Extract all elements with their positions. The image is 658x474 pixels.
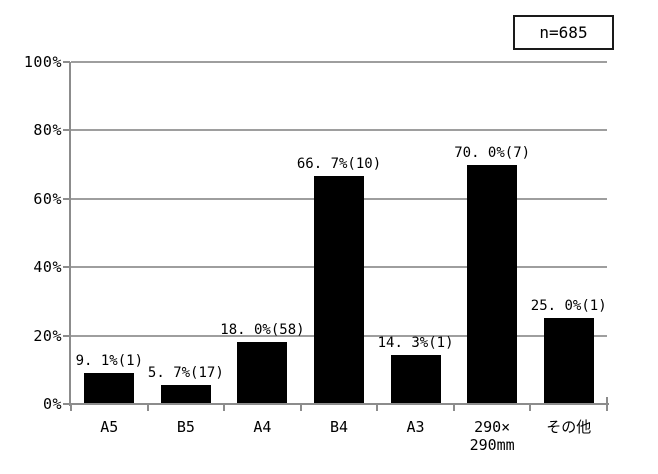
x-axis — [64, 403, 609, 405]
y-tick-label-80%: 80% — [33, 121, 62, 140]
x-tick-label-4: A3 — [407, 418, 425, 436]
y-tick-40% — [63, 266, 70, 269]
x-tick-label-0: A5 — [100, 418, 118, 436]
x-tick-label-line: A3 — [406, 418, 425, 436]
bar-value-label-2: 18. 0%(58) — [220, 322, 305, 338]
bar-その他 — [544, 318, 594, 404]
x-tick-7 — [606, 405, 608, 411]
x-axis-end-tick — [606, 397, 608, 404]
x-tick-0 — [70, 405, 72, 411]
y-axis — [69, 62, 71, 406]
bar-290×-290mm — [467, 165, 517, 404]
y-tick-20% — [63, 334, 70, 337]
bar-value-label-0: 9. 1%(1) — [75, 353, 143, 369]
plot-area: 9. 1%(1) 5. 7%(17) 18. 0%(58) 66. 7%(10) 14.… — [71, 61, 607, 404]
bar-B5 — [161, 385, 211, 404]
x-tick-label-2: A4 — [253, 418, 271, 436]
x-tick-label-line: B4 — [329, 418, 349, 436]
x-tick-label-line: A4 — [253, 418, 272, 436]
y-tick-label-60%: 60% — [33, 189, 62, 208]
bar-A5 — [84, 373, 134, 404]
x-tick-label-3: B4 — [330, 418, 348, 436]
bar-value-label-1: 5. 7%(17) — [147, 365, 224, 381]
x-tick-label-6: その他 — [546, 418, 591, 436]
y-tick-label-0%: 0% — [42, 395, 62, 413]
bar-value-label-4: 14. 3%(1) — [377, 335, 454, 351]
y-tick-label-100%: 100% — [23, 53, 62, 71]
x-tick-label-line: 290× — [474, 418, 511, 436]
bar-A4 — [237, 342, 287, 404]
x-tick-4 — [376, 405, 379, 411]
sample-size-box: n=685 — [513, 15, 614, 50]
y-tick-60% — [63, 197, 70, 200]
y-tick-label-40%: 40% — [33, 258, 62, 277]
sample-size-label: n=685 — [539, 23, 588, 42]
y-tick-80% — [63, 129, 70, 132]
x-tick-5 — [452, 405, 455, 411]
x-tick-6 — [529, 405, 532, 411]
x-tick-label-line: B5 — [176, 418, 195, 436]
x-tick-label-line: 290mm — [469, 436, 515, 454]
x-tick-1 — [146, 405, 149, 411]
x-tick-2 — [223, 405, 226, 411]
x-tick-label-line: その他 — [546, 418, 592, 436]
bar-A3 — [391, 355, 441, 404]
y-tick-0% — [63, 403, 70, 405]
x-tick-3 — [299, 405, 302, 411]
bar-value-label-5: 70. 0%(7) — [454, 145, 531, 161]
y-tick-100% — [63, 61, 70, 63]
y-tick-label-20%: 20% — [33, 326, 62, 345]
bar-value-label-6: 25. 0%(1) — [530, 298, 607, 314]
bar-value-label-3: 66. 7%(10) — [296, 156, 382, 172]
bar-B4 — [314, 176, 364, 404]
x-tick-label-5: 290× 290mm — [470, 418, 515, 454]
gridline-80 — [71, 129, 607, 132]
gridline-100 — [71, 61, 607, 63]
x-tick-label-line: A5 — [100, 418, 119, 436]
x-tick-label-1: B5 — [177, 418, 195, 436]
